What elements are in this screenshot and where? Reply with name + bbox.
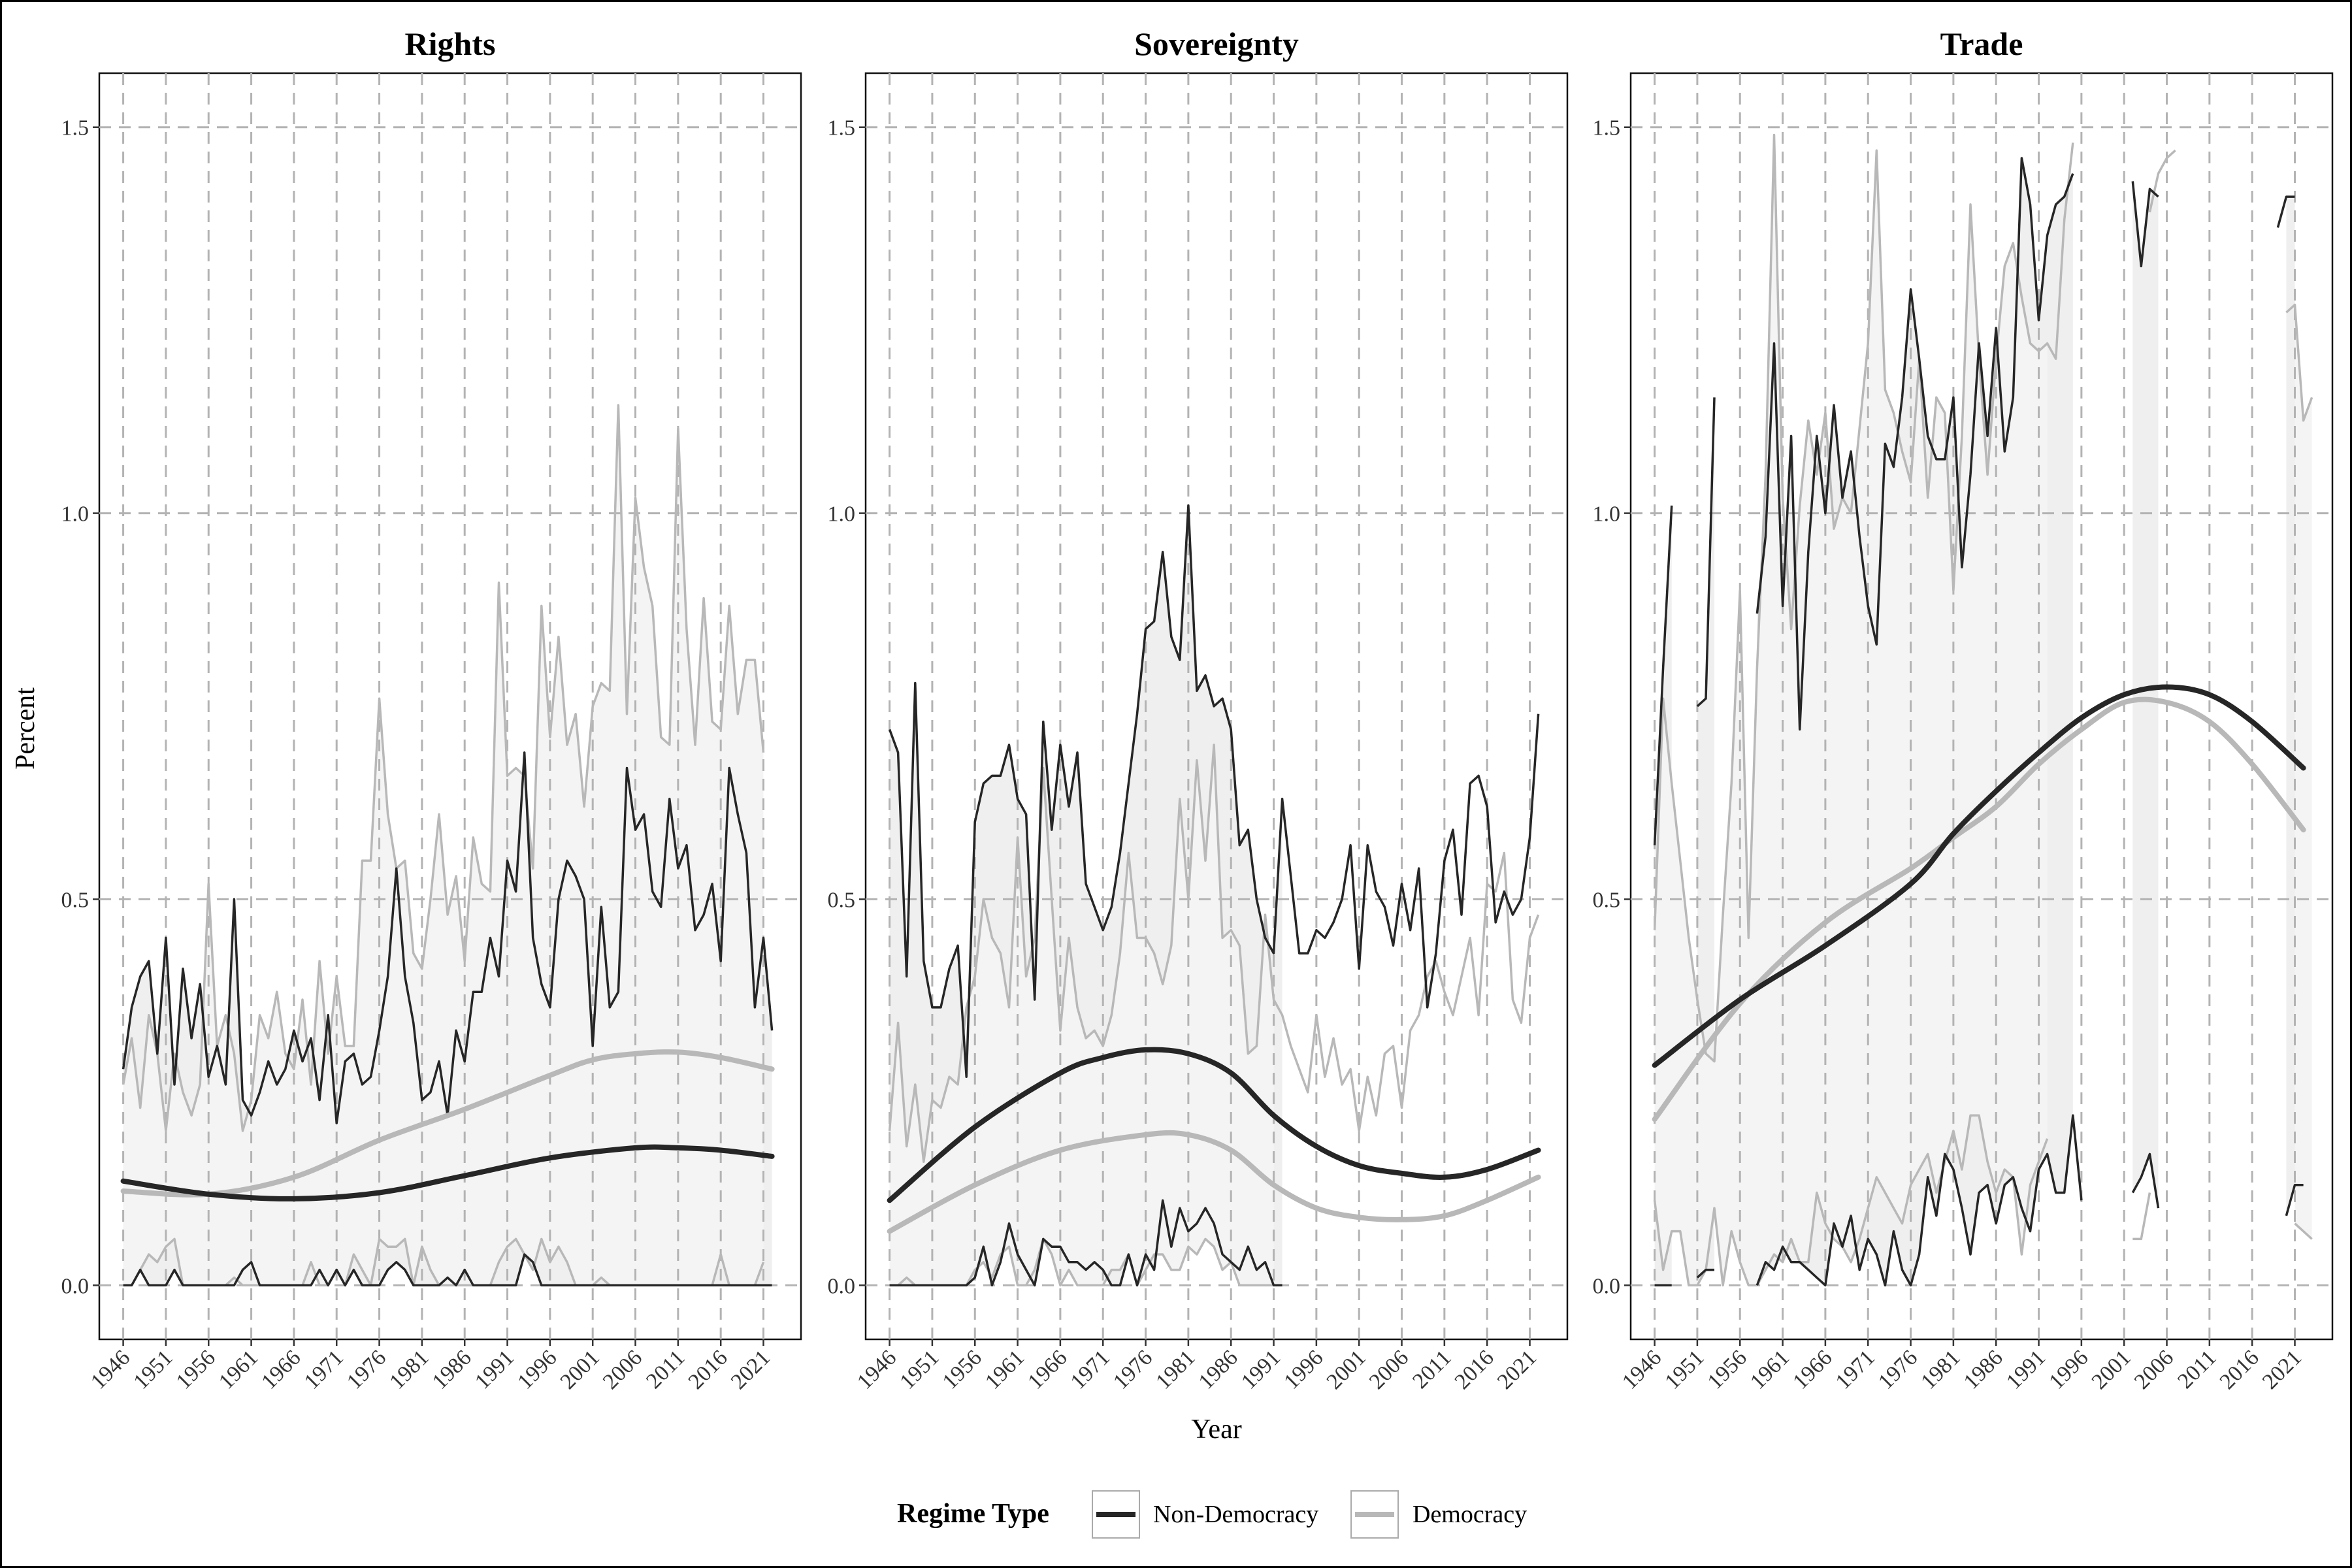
panel-trade: Trade0.00.51.01.519461951195619611966197…: [1593, 25, 2334, 1394]
panel-rights: Rights0.00.51.01.51946195119561961196619…: [61, 25, 802, 1394]
panel-rights-x-tick-label-1951: 1951: [129, 1345, 177, 1394]
panel-sovereignty-x-tick-label-1971: 1971: [1066, 1345, 1115, 1394]
panel-trade-y-tick-label-1-5: 1.5: [1593, 116, 1621, 140]
panel-sovereignty-y-tick-label-1-0: 1.0: [828, 502, 856, 527]
panel-trade-band-democracy-2: [2295, 304, 2312, 1239]
panel-sovereignty-band-democracy-0: [889, 745, 1274, 1286]
panel-rights-y-tick-label-1-5: 1.5: [61, 116, 90, 140]
panel-rights-x-tick-label-2001: 2001: [556, 1345, 604, 1394]
panel-rights-x-tick-label-2006: 2006: [598, 1345, 647, 1394]
panel-sovereignty-x-tick-label-1961: 1961: [981, 1346, 1029, 1394]
panel-sovereignty-x-tick-label-1986: 1986: [1194, 1345, 1243, 1394]
panel-trade-x-tick-label-1981: 1981: [1916, 1346, 1965, 1394]
panel-trade-line-non-democracy-mean: [1653, 157, 2295, 845]
panel-trade-x-tick-label-2011: 2011: [2173, 1346, 2221, 1394]
panel-sovereignty-x-tick-label-1991: 1991: [1237, 1345, 1285, 1394]
panel-trade-band-democracy-0: [1654, 135, 2048, 1286]
panel-trade-x-tick-label-1971: 1971: [1831, 1345, 1880, 1394]
panel-rights-trend-democracy: [120, 1049, 775, 1198]
panel-rights-trend-non-democracy: [120, 1144, 775, 1201]
panel-trade-x-tick-label-1986: 1986: [1959, 1345, 2008, 1394]
panel-rights-x-tick-label-1946: 1946: [86, 1346, 135, 1394]
panel-rights-x-tick-label-1981: 1981: [385, 1346, 433, 1394]
panel-sovereignty-x-tick-label-1976: 1976: [1109, 1346, 1157, 1394]
y-axis-title: Percent: [10, 687, 41, 770]
panel-sovereignty-y-tick-label-0-0: 0.0: [828, 1274, 856, 1298]
panel-trade-x-tick-label-1961: 1961: [1746, 1346, 1794, 1394]
panel-sovereignty-y-tick-label-1-5: 1.5: [828, 116, 856, 140]
panel-rights-x-tick-label-1971: 1971: [300, 1345, 348, 1394]
panel-sovereignty-x-tick-label-1981: 1981: [1151, 1346, 1200, 1394]
panel-trade-line-democracy-lower: [1653, 1114, 2313, 1287]
panel-sovereignty-x-tick-label-1996: 1996: [1279, 1346, 1328, 1394]
panel-rights-y-tick-label-0-5: 0.5: [61, 888, 90, 912]
panel-trade-title: Trade: [1940, 25, 2023, 62]
panel-sovereignty-x-tick-label-2011: 2011: [1408, 1346, 1456, 1394]
panel-sovereignty-x-tick-label-1966: 1966: [1023, 1345, 1071, 1394]
panel-rights-x-tick-label-2021: 2021: [727, 1345, 775, 1394]
panel-trade-x-tick-label-1951: 1951: [1660, 1345, 1708, 1394]
x-axis-title: Year: [1191, 1414, 1241, 1445]
panel-sovereignty-x-tick-label-2016: 2016: [1450, 1346, 1499, 1394]
panel-trade-band-non-democracy-3: [2132, 181, 2159, 1209]
panel-trade-x-tick-label-1956: 1956: [1703, 1345, 1752, 1394]
panel-sovereignty-title: Sovereignty: [1134, 25, 1299, 62]
panel-sovereignty-x-tick-label-2021: 2021: [1493, 1345, 1541, 1394]
panel-sovereignty-y-tick-label-0-5: 0.5: [828, 888, 856, 912]
panel-rights-x-tick-label-2011: 2011: [642, 1346, 689, 1394]
panel-rights-title: Rights: [405, 25, 496, 62]
panel-rights-x-tick-label-1956: 1956: [172, 1345, 220, 1394]
panel-sovereignty-trend-democracy: [887, 1130, 1541, 1234]
legend-label-democracy: Democracy: [1413, 1501, 1527, 1528]
panel-rights-y-tick-label-0-0: 0.0: [61, 1274, 90, 1298]
panel-trade-trend-non-democracy: [1652, 684, 2306, 1068]
panel-rights-x-tick-label-1986: 1986: [428, 1345, 476, 1394]
panel-rights-x-tick-label-1976: 1976: [342, 1346, 391, 1394]
panel-rights-x-tick-label-1966: 1966: [257, 1345, 305, 1394]
legend-title: Regime Type: [897, 1499, 1049, 1529]
panel-trade-x-tick-label-1996: 1996: [2044, 1346, 2093, 1394]
legend: Regime Type Non-Democracy Democracy: [897, 1490, 1527, 1539]
panel-trade-y-tick-label-0-5: 0.5: [1593, 888, 1621, 912]
legend-label-non-democracy: Non-Democracy: [1153, 1501, 1318, 1528]
panel-trade-trend-democracy: [1652, 696, 2306, 1122]
panel-sovereignty-x-tick-label-1951: 1951: [895, 1345, 943, 1394]
panel-sovereignty-trend-non-democracy: [887, 1047, 1541, 1203]
panel-trade-line-non-democracy-lower: [1654, 1114, 2304, 1287]
panel-trade-x-tick-label-1966: 1966: [1788, 1345, 1837, 1394]
panel-rights-x-tick-label-2016: 2016: [684, 1346, 732, 1394]
panel-sovereignty-x-tick-label-1956: 1956: [938, 1345, 987, 1394]
panel-trade-x-tick-label-1991: 1991: [2002, 1345, 2050, 1394]
panel-sovereignty-line-democracy-mean: [888, 743, 1540, 1163]
panel-trade-y-tick-label-1-0: 1.0: [1593, 502, 1621, 527]
panel-rights-x-tick-label-1961: 1961: [214, 1346, 263, 1394]
panel-rights-x-tick-label-1991: 1991: [470, 1345, 519, 1394]
panel-trade-band-non-democracy-4: [2286, 197, 2295, 1216]
panel-sovereignty-line-non-democracy-lower: [889, 1199, 1282, 1287]
panel-trade-x-tick-label-1976: 1976: [1874, 1346, 1922, 1394]
panel-sovereignty-x-tick-label-2006: 2006: [1365, 1345, 1413, 1394]
panel-sovereignty: Sovereignty0.00.51.01.519461951195619611…: [828, 25, 1569, 1394]
panel-trade-x-tick-label-2016: 2016: [2215, 1346, 2264, 1394]
panel-trade-y-tick-label-0-0: 0.0: [1593, 1274, 1621, 1298]
panel-rights-line-non-democracy-lower: [123, 1253, 772, 1287]
panel-rights-y-tick-label-1-0: 1.0: [61, 502, 90, 527]
panel-trade-x-tick-label-2006: 2006: [2130, 1345, 2178, 1394]
panel-sovereignty-x-tick-label-1946: 1946: [853, 1346, 901, 1394]
panel-rights-line-democracy-mean: [122, 404, 765, 1132]
panel-sovereignty-x-tick-label-2001: 2001: [1322, 1345, 1371, 1394]
panel-rights-band-democracy-0: [123, 405, 764, 1286]
panel-trade-x-tick-label-1946: 1946: [1618, 1346, 1666, 1394]
panel-trade-x-tick-label-2021: 2021: [2258, 1345, 2306, 1394]
panel-rights-x-tick-label-1996: 1996: [513, 1346, 561, 1394]
panel-trade-x-tick-label-2001: 2001: [2087, 1345, 2136, 1394]
panel-sovereignty-line-non-democracy-mean: [888, 504, 1540, 1078]
panels: Rights0.00.51.01.51946195119561961196619…: [61, 25, 2334, 1394]
